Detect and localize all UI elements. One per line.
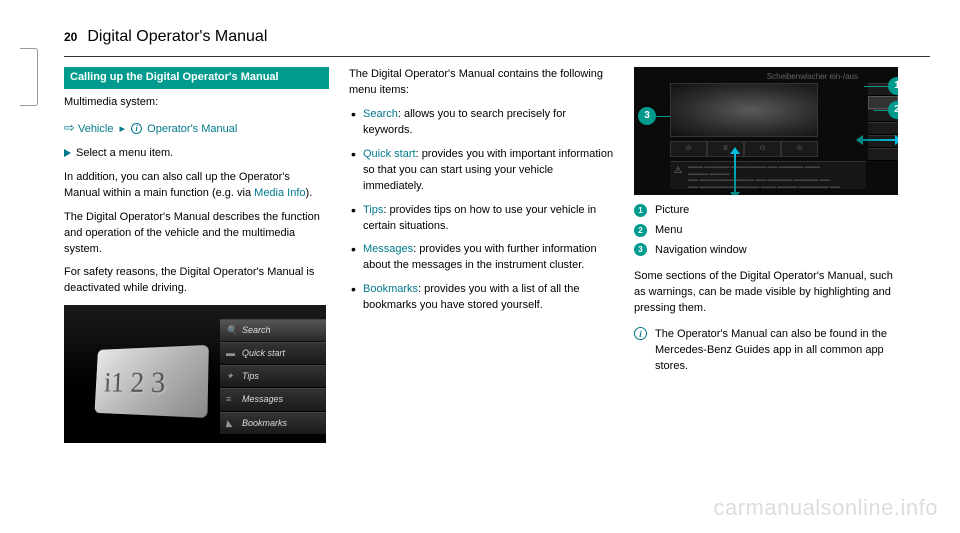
search-icon: 🔍 <box>226 324 236 332</box>
text: The Digital Operator's Manual describes … <box>64 210 329 258</box>
menu-item-bookmarks: ◣Bookmarks <box>220 412 326 434</box>
side-menu <box>868 83 898 161</box>
car-icon: ▬ <box>226 347 236 355</box>
step-text: Select a menu item. <box>76 147 173 159</box>
picture-area <box>670 83 818 137</box>
side-menu-item <box>868 135 898 148</box>
step-triangle-icon <box>64 149 71 157</box>
callout-3: 3 <box>638 107 656 125</box>
text: Some sections of the Digital Operator's … <box>634 269 899 317</box>
page-header: 20 Digital Operator's Manual <box>64 28 930 46</box>
shot2-title: Scheibenwischer ein-/aus <box>767 71 858 83</box>
tips-icon: ✦ <box>226 370 236 378</box>
legend-row: 2 Menu <box>634 223 899 239</box>
messages-icon: ≡ <box>226 393 236 401</box>
icon-row: ⊙ ① ⊙ ⊙ <box>670 141 818 157</box>
nav-icon: ⊙ <box>781 141 818 157</box>
menu-item-quickstart: ▬Quick start <box>220 342 326 364</box>
columns: Calling up the Digital Operator's Manual… <box>64 67 930 443</box>
info-card: i1 2 3 <box>94 345 208 418</box>
nav-icon: ⊙ <box>744 141 781 157</box>
side-tab <box>20 48 38 106</box>
media-info-link: Media Info <box>254 187 305 199</box>
term: Search <box>363 108 398 120</box>
callout-line <box>864 86 888 87</box>
menu-item-tips: ✦Tips <box>220 365 326 387</box>
warning-icon: ⚠ <box>674 164 682 177</box>
header-title: Digital Operator's Manual <box>87 28 267 46</box>
term: Messages <box>363 243 413 255</box>
path-sep-icon: ▸ <box>120 123 126 135</box>
menu-item-messages: ≡Messages <box>220 388 326 410</box>
path-vehicle: Vehicle <box>78 123 113 135</box>
card-text: i1 2 3 <box>103 361 166 405</box>
list-item: Bookmarks: provides you with a list of a… <box>349 282 614 314</box>
note-text: The Operator's Manual can also be found … <box>655 327 899 375</box>
text: Multimedia system: <box>64 95 329 111</box>
screenshot-content-page: Scheibenwischer ein-/aus ⊙ ① ⊙ ⊙ ⚠ ▬▬▬ ▬… <box>634 67 898 195</box>
nav-icon: ⊙ <box>670 141 707 157</box>
info-icon: i <box>634 327 647 340</box>
callout-line <box>656 116 670 117</box>
text: In addition, you can also call up the Op… <box>64 170 329 202</box>
path-manual: Operator's Manual <box>147 123 237 135</box>
legend-num: 1 <box>634 204 647 217</box>
text: For safety reasons, the Digital Operator… <box>64 265 329 297</box>
list-item: Tips: provides tips on how to use your v… <box>349 203 614 235</box>
column-3: Scheibenwischer ein-/aus ⊙ ① ⊙ ⊙ ⚠ ▬▬▬ ▬… <box>634 67 899 443</box>
screenshot-main-menu: i1 2 3 🔍Search ▬Quick start ✦Tips ≡Messa… <box>64 305 326 443</box>
legend-text: Picture <box>655 204 689 216</box>
legend-row: 3 Navigation window <box>634 243 899 259</box>
text: The Digital Operator's Manual contains t… <box>349 67 614 99</box>
list-item: Search: allows you to search precisely f… <box>349 107 614 139</box>
nav-window: ⚠ ▬▬▬ ▬▬▬▬▬ ▬▬▬▬▬▬▬ ▬▬ ▬▬▬▬▬ ▬▬▬▬▬▬▬ ▬▬▬… <box>670 161 866 189</box>
menu-path: ⇨ Vehicle ▸ i Operator's Manual <box>64 119 329 138</box>
scroll-arrow-vertical-icon <box>734 153 736 193</box>
term: Tips <box>363 204 383 216</box>
term: Bookmarks <box>363 283 418 295</box>
legend-text: Navigation window <box>655 244 747 256</box>
legend-text: Menu <box>655 224 683 236</box>
legend-row: 1 Picture <box>634 203 899 219</box>
column-2: The Digital Operator's Manual contains t… <box>349 67 614 443</box>
column-1: Calling up the Digital Operator's Manual… <box>64 67 329 443</box>
page: 20 Digital Operator's Manual Calling up … <box>0 0 960 533</box>
list-item: Messages: provides you with further info… <box>349 242 614 274</box>
step: Select a menu item. <box>64 146 329 162</box>
info-note: i The Operator's Manual can also be foun… <box>634 327 899 375</box>
menu-item-list: Search: allows you to search precisely f… <box>349 107 614 314</box>
blurred-text: ▬▬▬ ▬▬▬▬▬ ▬▬▬▬▬▬▬ ▬▬ ▬▬▬▬▬ ▬▬▬▬▬▬▬ ▬▬▬▬▬… <box>688 164 862 190</box>
side-menu-item <box>868 148 898 161</box>
side-menu-item <box>868 122 898 135</box>
header-rule <box>64 56 930 57</box>
legend-num: 2 <box>634 224 647 237</box>
bookmark-icon: ◣ <box>226 417 236 425</box>
term: Quick start <box>363 148 416 160</box>
watermark: carmanualsonline.info <box>713 495 938 521</box>
info-icon: i <box>131 123 142 134</box>
section-banner: Calling up the Digital Operator's Manual <box>64 67 329 89</box>
legend: 1 Picture 2 Menu 3 Navigation window <box>634 203 899 259</box>
shot1-menu: 🔍Search ▬Quick start ✦Tips ≡Messages ◣Bo… <box>220 319 326 434</box>
path-arrow-icon: ⇨ <box>64 120 73 135</box>
callout-line <box>874 110 888 111</box>
page-number: 20 <box>64 30 77 44</box>
legend-num: 3 <box>634 243 647 256</box>
menu-item-search: 🔍Search <box>220 319 326 341</box>
scroll-arrow-horizontal-icon <box>862 139 896 141</box>
list-item: Quick start: provides you with important… <box>349 147 614 195</box>
